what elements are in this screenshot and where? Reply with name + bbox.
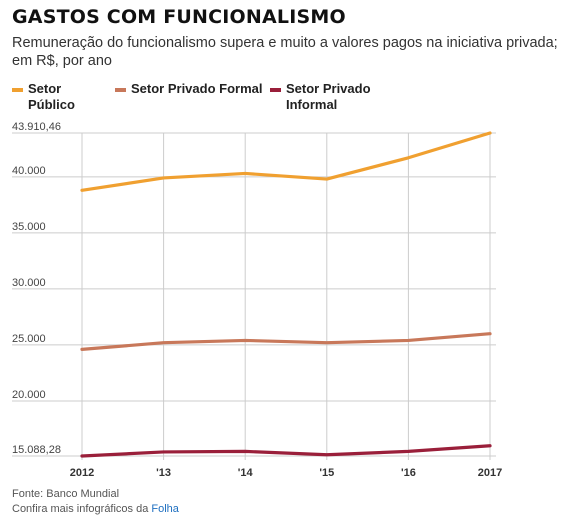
- x-tick-label: '14: [238, 467, 254, 479]
- legend-swatch-privado-formal: [115, 88, 126, 92]
- series-line-0: [80, 131, 492, 192]
- legend-label-setor-publico: Setor Público: [28, 81, 75, 112]
- y-tick-label: 25.000: [12, 333, 46, 345]
- y-tick-label: 30.000: [12, 277, 46, 289]
- legend-label-privado-informal: Setor Privado Informal: [286, 81, 371, 112]
- folha-link[interactable]: Folha: [151, 503, 179, 515]
- y-tick-label: 35.000: [12, 221, 46, 233]
- x-tick-label: 2012: [70, 467, 94, 479]
- source-note: Fonte: Banco Mundial: [12, 488, 120, 500]
- x-tick-label: '15: [319, 467, 334, 479]
- x-tick-label: '16: [401, 467, 416, 479]
- chart-subtitle: Remuneração do funcionalismo supera e mu…: [12, 35, 558, 69]
- y-axis-ticks: 15.088,28 20.000 25.000 30.000 35.000 40.000 4…: [12, 121, 61, 456]
- y-tick-label: 20.000: [12, 389, 46, 401]
- series-line-1: [80, 332, 492, 352]
- grid-lines: [12, 132, 496, 460]
- x-axis-ticks: 2012 '13 '14 '15 '16 2017: [70, 467, 502, 479]
- series-lines: [80, 131, 492, 458]
- legend-label-privado-formal: Setor Privado Formal: [131, 81, 263, 96]
- x-tick-label: 2017: [478, 467, 502, 479]
- chart-title: GASTOS COM FUNCIONALISMO: [12, 6, 346, 28]
- legend-swatch-privado-informal: [270, 88, 281, 92]
- y-tick-label: 15.088,28: [12, 444, 61, 456]
- series-line-2: [80, 444, 492, 458]
- y-tick-label: 40.000: [12, 165, 46, 177]
- more-infographics-note: Confira mais infográficos da Folha: [12, 503, 179, 515]
- x-tick-label: '13: [156, 467, 171, 479]
- more-infographics-text: Confira mais infográficos da: [12, 503, 152, 515]
- legend-swatch-setor-publico: [12, 88, 23, 92]
- y-tick-label: 43.910,46: [12, 121, 61, 133]
